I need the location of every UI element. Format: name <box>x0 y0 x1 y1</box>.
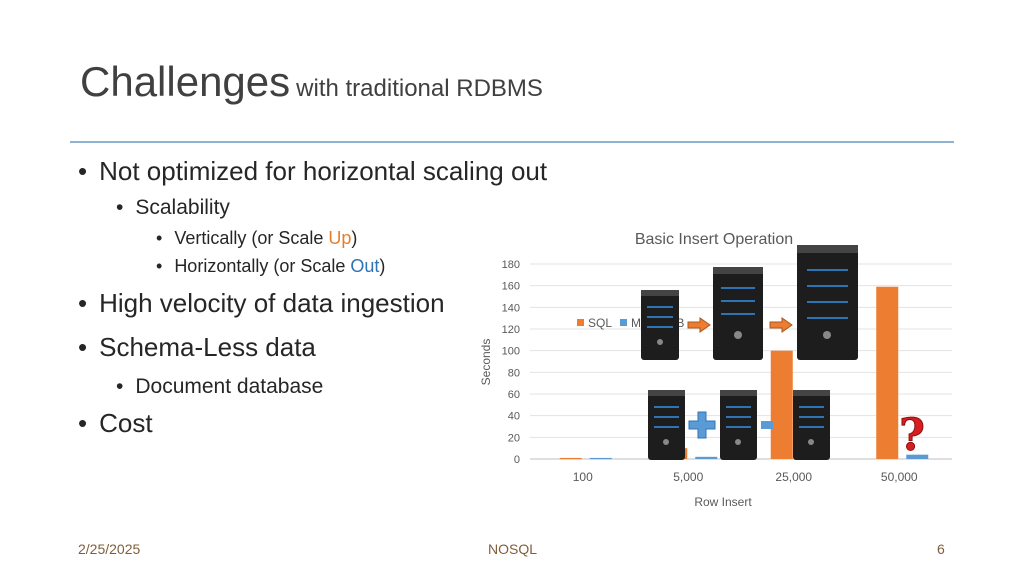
plus-icon <box>761 421 773 429</box>
bullet-dot: • <box>78 156 88 186</box>
bullet-vertically: • Vertically (or Scale Up) <box>156 228 357 249</box>
y-tick-label: 40 <box>508 411 520 423</box>
bullet-text-suffix: ) <box>351 228 358 248</box>
y-tick-label: 100 <box>502 346 520 358</box>
bar-mongodb-0 <box>589 457 612 460</box>
server-icon <box>793 390 830 460</box>
bullet-dot: • <box>78 332 88 362</box>
y-axis-ticks: 0 20 40 60 80 100 120 140 160 180 <box>502 259 520 466</box>
y-axis-label: Seconds <box>479 339 493 386</box>
chart-title: Basic Insert Operation <box>635 231 793 248</box>
bullet-text: Schema-Less data <box>99 332 316 362</box>
bullet-dot: • <box>78 408 88 438</box>
bullet-high-velocity: • High velocity of data ingestion <box>78 288 445 319</box>
y-tick-label: 80 <box>508 367 520 379</box>
bars <box>559 286 929 460</box>
y-tick-label: 0 <box>514 454 520 466</box>
basic-insert-chart: Basic Insert Operation 0 20 40 60 80 100 120 14… <box>479 231 952 509</box>
bar-mongodb-1 <box>695 456 718 459</box>
bullet-dot: • <box>116 196 124 219</box>
bullet-schema-less: • Schema-Less data <box>78 332 316 363</box>
slide-title: Challenges with traditional RDBMS <box>80 58 543 106</box>
bar-sql-0 <box>559 457 582 460</box>
x-tick-label: 25,000 <box>775 470 812 484</box>
arrow-right-icon <box>687 317 711 333</box>
x-tick-label: 50,000 <box>881 470 918 484</box>
footer-center-text: NOSQL <box>488 541 538 557</box>
title-subtitle: with traditional RDBMS <box>296 75 543 102</box>
server-icon <box>713 267 763 360</box>
y-tick-label: 120 <box>502 324 520 336</box>
bullet-text-suffix: ) <box>379 256 386 276</box>
bullet-dot: • <box>78 288 88 318</box>
bullet-dot: • <box>156 256 163 276</box>
y-tick-label: 140 <box>502 302 520 314</box>
bar-sql-3 <box>876 286 899 459</box>
footer-date: 2/25/2025 <box>78 541 141 557</box>
x-axis-ticks: 100 5,000 25,000 50,000 <box>573 470 918 484</box>
bullet-dot: • <box>156 228 163 248</box>
highlight-out: Out <box>350 256 380 276</box>
bullet-text-prefix: Horizontally (or Scale <box>174 256 351 276</box>
bar-sql-2 <box>770 350 793 459</box>
bullet-text: Document database <box>135 375 324 398</box>
bar-mongodb-3 <box>906 454 929 459</box>
server-icon <box>641 290 679 360</box>
x-tick-label: 100 <box>573 470 593 484</box>
bullet-dot: • <box>116 375 124 398</box>
y-tick-label: 160 <box>502 281 520 293</box>
x-tick-label: 5,000 <box>673 470 703 484</box>
bullet-horizontal-scaling: • Not optimized for horizontal scaling ou… <box>78 156 547 187</box>
bullet-text: Cost <box>99 408 153 438</box>
bullet-text: Not optimized for horizontal scaling out <box>99 156 548 186</box>
server-icon <box>720 390 757 460</box>
bullet-text: High velocity of data ingestion <box>99 288 445 318</box>
bullet-text-prefix: Vertically (or Scale <box>174 228 329 248</box>
bullet-text: Scalability <box>135 196 230 219</box>
title-main: Challenges <box>80 58 291 105</box>
bullet-horizontally: • Horizontally (or Scale Out) <box>156 256 385 277</box>
svg-text:?: ? <box>899 410 925 461</box>
y-tick-label: 60 <box>508 389 520 401</box>
highlight-up: Up <box>328 228 352 248</box>
bullet-document-database: • Document database <box>116 375 323 399</box>
x-axis-label: Row Insert <box>694 495 752 509</box>
plus-icon <box>688 411 716 439</box>
bullet-cost: • Cost <box>78 408 153 439</box>
bullet-scalability: • Scalability <box>116 196 230 220</box>
server-icon <box>797 245 858 360</box>
server-icon <box>648 390 685 460</box>
y-tick-label: 180 <box>502 259 520 271</box>
arrow-right-icon <box>769 317 793 333</box>
legend-label-sql: SQL <box>588 316 612 330</box>
legend-swatch-sql <box>577 319 584 326</box>
legend-swatch-mongodb <box>620 319 627 326</box>
question-mark-icon: ? <box>899 410 926 462</box>
y-tick-label: 20 <box>508 432 520 444</box>
title-divider <box>70 141 954 143</box>
slide-number: 6 <box>937 541 945 557</box>
